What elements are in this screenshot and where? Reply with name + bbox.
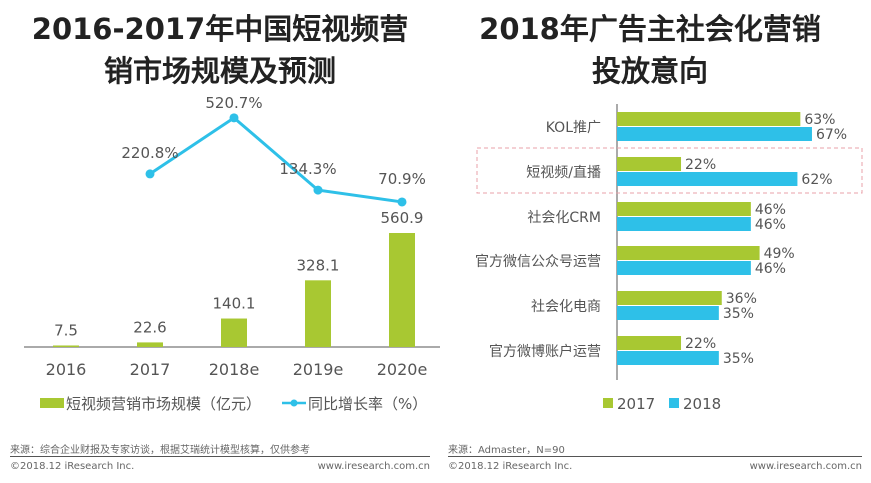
legend-bar-swatch [40,398,64,408]
highlight-box [476,147,863,194]
bar-2020e [389,233,415,347]
right-source: 来源：Admaster，N=90 [448,445,565,456]
left-title-line2: 销市场规模及预测 [103,54,336,88]
bar-label-2017-官方微信公众号运营: 49% [764,246,795,262]
x-tick-2019e: 2019e [293,360,344,379]
bar-label-2018-短视频/直播: 62% [801,172,832,188]
right-chart: KOL推广 63%67%短视频/直播 22%62%社会化CRM 46%46%官方微信公… [475,104,863,413]
legend-label-2017: 2017 [617,395,655,413]
line-point-2018e [229,113,239,123]
line-point-2019e [313,185,323,195]
bar-label-2017-短视频/直播: 22% [685,157,716,173]
right-url[interactable]: www.iresearch.com.cn [749,461,862,472]
left-chart-title: 2016-2017年中国短视频营 销市场规模及预测 [0,8,440,92]
line-point-2020e [397,197,407,207]
bar-2018-短视频/直播 [617,172,798,186]
left-title-line1: 2016-2017年中国短视频营 [31,12,409,46]
bar-2018e [221,318,247,347]
line-point-2017 [145,169,155,179]
bar-2016 [53,345,79,347]
legend-label-2018: 2018 [683,395,721,413]
legend-bar-label: 短视频营销市场规模（亿元） [66,395,261,413]
category-label-社会化CRM: 社会化CRM [527,210,601,226]
category-label-社会化电商: 社会化电商 [531,299,601,315]
bar-2017-社会化电商 [617,291,722,305]
left-url[interactable]: www.iresearch.com.cn [317,461,430,472]
category-label-短视频/直播: 短视频/直播 [526,164,601,181]
bar-2018-官方微信公众号运营 [617,261,751,275]
bar-label-2020e: 560.9 [381,209,424,227]
growth-line [149,115,403,204]
bar-label-2017-官方微博账户运营: 22% [685,336,716,352]
category-label-官方微博账户运营: 官方微博账户运营 [489,343,601,360]
bar-label-2017-社会化电商: 36% [726,291,757,307]
bar-label-2018-社会化CRM: 46% [755,217,786,233]
right-chart-title: 2018年广告主社会化营销 投放意向 [440,8,860,92]
category-label-KOL推广: KOL推广 [546,120,601,136]
bar-2017 [137,342,163,347]
legend-line-label: 同比增长率（%） [308,395,427,413]
bar-label-2018-社会化电商: 35% [723,306,754,322]
bar-2018-官方微博账户运营 [617,351,719,365]
category-label-官方微信公众号运营: 官方微信公众号运营 [475,254,601,270]
line-label-2018e: 520.7% [205,94,262,112]
bar-label-2018-KOL推广: 67% [816,127,847,143]
left-copyright: ©2018.12 iResearch Inc. [10,461,135,472]
line-label-2017: 220.8% [121,144,178,162]
bar-2017-官方微博账户运营 [617,336,682,350]
bar-2018-社会化CRM [617,217,751,231]
x-tick-2017: 2017 [130,360,171,379]
bar-label-2019e: 328.1 [297,256,340,274]
line-label-2020e: 70.9% [378,170,426,188]
left-source: 来源：综合企业财报及专家访谈，根据艾瑞统计模型核算，仅供参考 [10,445,310,456]
legend-line-marker [290,399,298,407]
x-tick-2016: 2016 [46,360,87,379]
bar-2018-KOL推广 [617,127,812,141]
bar-label-2018-官方微博账户运营: 35% [723,351,754,367]
bar-2019e [305,280,331,347]
right-copyright: ©2018.12 iResearch Inc. [448,461,573,472]
right-footer-divider [448,456,862,457]
bar-label-2016: 7.5 [54,321,78,339]
left-chart: 7.5 2016 22.6 2017 140.1 2018e 328.1 2019e 560.9… [24,94,440,413]
bar-label-2018e: 140.1 [213,295,256,313]
x-tick-2018e: 2018e [209,360,260,379]
bar-2017-社会化CRM [617,202,751,216]
left-footer-divider [10,456,430,457]
right-title-line1: 2018年广告主社会化营销 [479,12,821,46]
right-title-line2: 投放意向 [591,54,708,88]
bar-label-2017: 22.6 [133,318,166,336]
x-tick-2020e: 2020e [377,360,428,379]
bar-label-2017-社会化CRM: 46% [755,202,786,218]
legend-swatch-2017 [603,398,613,408]
bar-label-2017-KOL推广: 63% [804,112,835,128]
line-label-2019e: 134.3% [279,160,336,178]
bar-2018-社会化电商 [617,306,719,320]
bar-2017-短视频/直播 [617,157,682,171]
bar-2017-官方微信公众号运营 [617,246,760,260]
legend-swatch-2018 [669,398,679,408]
bar-2017-KOL推广 [617,112,801,126]
bar-label-2018-官方微信公众号运营: 46% [755,261,786,277]
